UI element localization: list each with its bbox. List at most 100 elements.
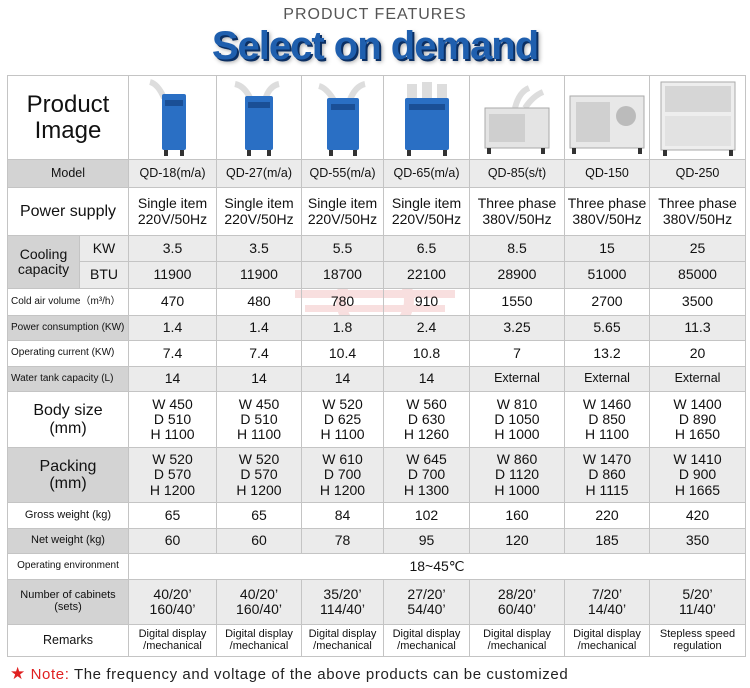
remarks-row: Remarks Digital display /mechanical Digi… (7, 624, 746, 657)
cold-air-volume-row: Cold air volume（m³/h） 470 480 780 910 15… (7, 288, 746, 316)
cold-air-volume-cell: 780 (301, 288, 384, 316)
power-consumption-cell: 2.4 (383, 315, 470, 341)
cooling-btu-cell: 51000 (564, 261, 650, 289)
cabinets-cell: 35/20’ 114/40’ (301, 579, 384, 625)
gross-weight-row: Gross weight (kg) 65 65 84 102 160 220 4… (7, 502, 746, 529)
power-consumption-row: Power consumption (KW) 1.4 1.4 1.8 2.4 3… (7, 315, 746, 341)
operating-current-row: Operating current (KW) 7.4 7.4 10.4 10.8… (7, 340, 746, 367)
model-cell: QD-18(m/a) (128, 159, 217, 188)
product-image-cell (383, 75, 470, 160)
body-size-cell: W 810 D 1050 H 1000 (469, 391, 565, 448)
model-row: Model QD-18(m/a) QD-27(m/a) QD-55(m/a) Q… (7, 159, 746, 188)
remarks-cell: Stepless speed regulation (649, 624, 746, 657)
packing-cell: W 1410 D 900 H 1665 (649, 447, 746, 503)
net-weight-cell: 350 (649, 528, 746, 554)
cooling-kw-label: KW (79, 235, 129, 262)
cabinets-cell: 28/20’ 60/40’ (469, 579, 565, 625)
cooling-btu-cell: 85000 (649, 261, 746, 289)
gross-weight-cell: 420 (649, 502, 746, 529)
operating-current-cell: 13.2 (564, 340, 650, 367)
net-weight-cell: 78 (301, 528, 384, 554)
operating-environment-row: Operating environment 18~45℃ (7, 553, 746, 580)
cabinets-label: Number of cabinets (sets) (7, 579, 129, 625)
operating-current-cell: 20 (649, 340, 746, 367)
cold-air-volume-label: Cold air volume（m³/h） (7, 288, 129, 316)
operating-current-cell: 10.8 (383, 340, 470, 367)
cabinets-cell: 27/20’ 54/40’ (383, 579, 470, 625)
remarks-cell: Digital display /mechanical (469, 624, 565, 657)
spot-cooler-double-duct-icon (317, 80, 366, 156)
gross-weight-cell: 220 (564, 502, 650, 529)
footnote: ★ Note: The frequency and voltage of the… (10, 664, 568, 684)
net-weight-label: Net weight (kg) (7, 528, 129, 554)
water-tank-cell: 14 (383, 366, 470, 392)
remarks-cell: Digital display /mechanical (564, 624, 650, 657)
product-spec-table: Product Image (7, 75, 746, 657)
gross-weight-cell: 65 (128, 502, 217, 529)
water-tank-cell: External (469, 366, 565, 392)
cooling-btu-cell: 11900 (128, 261, 217, 289)
power-consumption-cell: 3.25 (469, 315, 565, 341)
power-supply-cell: Three phase 380V/50Hz (564, 187, 650, 236)
body-size-cell: W 450 D 510 H 1100 (216, 391, 302, 448)
packing-row: Packing (mm) W 520 D 570 H 1200 W 520 D … (7, 447, 746, 503)
spot-cooler-single-duct-icon (148, 78, 186, 156)
model-label: Model (7, 159, 129, 188)
gross-weight-cell: 84 (301, 502, 384, 529)
water-tank-cell: 14 (216, 366, 302, 392)
product-image-row: Product Image (7, 75, 746, 160)
power-supply-cell: Three phase 380V/50Hz (649, 187, 746, 236)
packing-cell: W 610 D 700 H 1200 (301, 447, 384, 503)
cooling-btu-row: BTU 11900 11900 18700 22100 28900 51000 … (8, 261, 746, 289)
star-icon: ★ (10, 664, 26, 683)
cooling-kw-cell: 6.5 (383, 235, 470, 262)
cooling-kw-cell: 5.5 (301, 235, 384, 262)
packing-cell: W 1470 D 860 H 1115 (564, 447, 650, 503)
cooling-kw-cell: 8.5 (469, 235, 565, 262)
cold-air-volume-cell: 470 (128, 288, 217, 316)
cold-air-volume-cell: 2700 (564, 288, 650, 316)
model-cell: QD-250 (649, 159, 746, 188)
spot-cooler-double-duct-icon (234, 80, 280, 156)
packing-label: Packing (mm) (7, 447, 129, 503)
operating-current-cell: 7 (469, 340, 565, 367)
product-image-cell (564, 75, 650, 160)
cooling-btu-cell: 28900 (469, 261, 565, 289)
gross-weight-cell: 160 (469, 502, 565, 529)
body-size-cell: W 560 D 630 H 1260 (383, 391, 470, 448)
note-text: The frequency and voltage of the above p… (69, 666, 569, 683)
operating-current-label: Operating current (KW) (7, 340, 129, 367)
cooling-kw-cell: 3.5 (216, 235, 302, 262)
body-size-cell: W 450 D 510 H 1100 (128, 391, 217, 448)
cabinets-row: Number of cabinets (sets) 40/20’ 160/40’… (7, 579, 746, 625)
power-supply-cell: Single item 220V/50Hz (301, 187, 384, 236)
net-weight-cell: 120 (469, 528, 565, 554)
packing-cell: W 645 D 700 H 1300 (383, 447, 470, 503)
cabinets-cell: 5/20’ 11/40’ (649, 579, 746, 625)
model-cell: QD-27(m/a) (216, 159, 302, 188)
cabinets-cell: 40/20’ 160/40’ (128, 579, 217, 625)
cold-air-volume-cell: 3500 (649, 288, 746, 316)
power-supply-cell: Single item 220V/50Hz (128, 187, 217, 236)
product-image-cell (649, 75, 746, 160)
model-cell: QD-65(m/a) (383, 159, 470, 188)
remarks-label: Remarks (7, 624, 129, 657)
industrial-cooler-cabinet-icon (660, 81, 735, 156)
industrial-cooler-unit-icon (569, 95, 645, 154)
net-weight-row: Net weight (kg) 60 60 78 95 120 185 350 (7, 528, 746, 554)
net-weight-cell: 60 (216, 528, 302, 554)
power-supply-row: Power supply Single item 220V/50Hz Singl… (7, 187, 746, 236)
cooling-kw-row: Cooling capacity KW 3.5 3.5 5.5 6.5 8.5 … (7, 235, 746, 289)
water-tank-cell: External (649, 366, 746, 392)
cooling-btu-cell: 18700 (301, 261, 384, 289)
body-size-cell: W 1400 D 890 H 1650 (649, 391, 746, 448)
remarks-cell: Digital display /mechanical (301, 624, 384, 657)
power-consumption-cell: 5.65 (564, 315, 650, 341)
note-label: Note: (30, 666, 70, 683)
gross-weight-cell: 65 (216, 502, 302, 529)
cooling-kw-cell: 15 (564, 235, 650, 262)
packing-cell: W 520 D 570 H 1200 (128, 447, 217, 503)
section-kicker: PRODUCT FEATURES (283, 6, 467, 23)
net-weight-cell: 60 (128, 528, 217, 554)
power-consumption-label: Power consumption (KW) (7, 315, 129, 341)
